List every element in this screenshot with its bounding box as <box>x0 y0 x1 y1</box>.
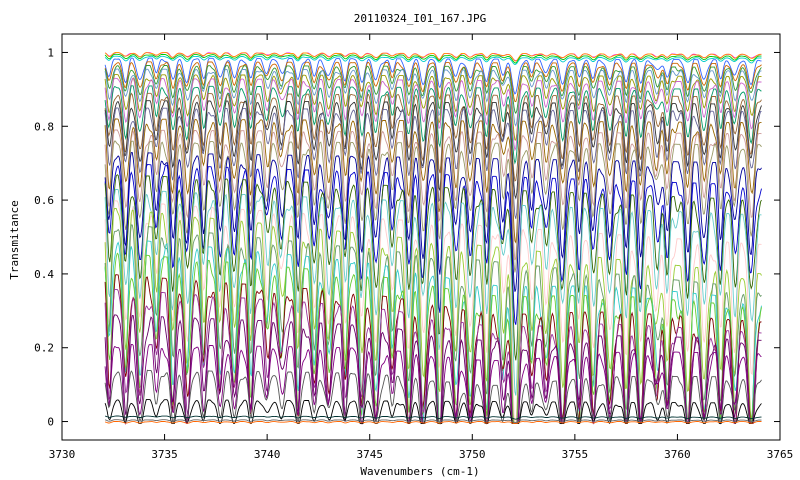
y-tick-label: 1 <box>47 46 54 59</box>
y-tick-label: 0.4 <box>34 268 54 281</box>
series-line <box>104 92 762 182</box>
chart-title: 20110324_I01_167.JPG <box>354 12 486 25</box>
series-line <box>104 288 762 425</box>
x-tick-label: 3765 <box>767 448 794 461</box>
y-axis-label: Transmitance <box>8 200 21 279</box>
x-tick-label: 3755 <box>562 448 589 461</box>
series-line <box>104 65 762 115</box>
series-line <box>104 57 762 95</box>
series-line <box>104 55 762 65</box>
series-line <box>104 419 762 423</box>
y-tick-label: 0.6 <box>34 194 54 207</box>
series-line <box>104 207 762 424</box>
series-line <box>104 77 762 152</box>
y-axis-ticks: 0 0.2 0.4 0.6 0.8 1 <box>34 46 780 429</box>
series-line <box>104 68 762 127</box>
x-tick-label: 3735 <box>151 448 178 461</box>
series-line <box>104 369 762 425</box>
series-line <box>104 343 762 425</box>
series-line <box>104 61 762 103</box>
series-line <box>104 399 762 425</box>
x-axis-ticks: 3730 3735 3740 3745 3750 3755 3760 3765 <box>49 34 794 461</box>
series-line <box>104 53 762 64</box>
series-line <box>104 164 762 325</box>
y-tick-label: 0.2 <box>34 342 54 355</box>
x-tick-label: 3740 <box>254 448 281 461</box>
series-line <box>104 140 762 273</box>
series-layer <box>104 52 762 426</box>
series-line <box>104 314 762 424</box>
series-line <box>104 118 762 244</box>
series-line <box>105 415 762 420</box>
series-line <box>104 200 762 424</box>
y-tick-label: 0.8 <box>34 120 54 133</box>
series-line <box>104 188 762 396</box>
x-tick-label: 3750 <box>459 448 486 461</box>
series-line <box>104 85 762 165</box>
plot-frame <box>61 33 781 441</box>
series-line <box>104 129 762 261</box>
series-line <box>104 274 762 425</box>
series-line <box>104 52 762 62</box>
series-line <box>104 74 762 141</box>
plot-area <box>61 33 781 441</box>
x-axis-label: Wavenumbers (cm-1) <box>360 465 479 478</box>
series-line <box>104 152 762 292</box>
series-line <box>104 107 762 219</box>
series-line <box>104 100 762 200</box>
x-tick-label: 3745 <box>356 448 383 461</box>
series-line <box>104 252 762 425</box>
series-line <box>104 421 762 424</box>
y-tick-label: 0 <box>47 416 54 429</box>
x-tick-label: 3760 <box>664 448 691 461</box>
series-line <box>104 174 762 361</box>
x-tick-label: 3730 <box>49 448 76 461</box>
